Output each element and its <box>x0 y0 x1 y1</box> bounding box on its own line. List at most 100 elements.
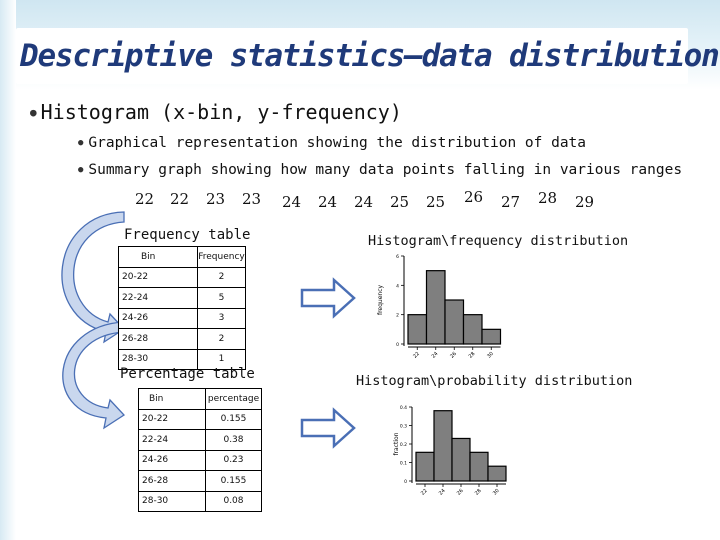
bin-cell: 22-24 <box>118 287 198 309</box>
histogram-bar <box>433 410 453 482</box>
histogram-bar <box>462 314 483 345</box>
table-row: 20-22 0.155 <box>138 408 262 430</box>
data-value: 23 <box>242 190 262 208</box>
sub-bullet-text: Summary graph showing how many data poin… <box>88 162 683 178</box>
data-value: 25 <box>426 193 446 211</box>
x-tick-label: 26 <box>456 488 465 497</box>
value-cell: 5 <box>197 287 246 309</box>
data-value: 24 <box>318 193 338 211</box>
bin-cell: 26-28 <box>118 328 198 350</box>
curved-arrow-lower <box>62 321 126 430</box>
bin-cell: 20-22 <box>138 408 206 430</box>
sub-bullet-text: Graphical representation showing the dis… <box>88 135 587 151</box>
side-background <box>0 0 16 540</box>
y-tick-label: 0.3 <box>400 424 407 430</box>
right-arrow-icon <box>300 277 356 319</box>
histogram-bar <box>451 437 471 482</box>
data-value: 26 <box>464 188 484 206</box>
probability-histogram-title: Histogram\probability distribution <box>356 373 633 389</box>
bin-cell: 24-26 <box>138 449 206 471</box>
data-value: 28 <box>538 189 558 207</box>
probability-histogram: 0 0.1 0.2 0.3 0.4 22 24 26 28 30 fraction <box>393 405 507 497</box>
histogram-bar <box>469 451 489 482</box>
bullet-icon: ● <box>78 165 84 175</box>
table-row: 28-30 0.08 <box>138 490 262 512</box>
bin-cell: 20-22 <box>118 266 198 288</box>
x-tick-label: 26 <box>449 351 458 360</box>
x-tick-label: 22 <box>420 488 429 497</box>
slide-title: Descriptive statistics—data distribution <box>20 38 720 74</box>
header-cell: Frequency <box>197 246 246 268</box>
data-value: 29 <box>575 193 595 211</box>
value-cell: 1 <box>197 348 246 370</box>
table-row: 22-24 5 <box>118 287 246 309</box>
bullet-icon: ● <box>78 138 84 148</box>
percentage-table-title: Percentage table <box>120 366 255 382</box>
table-header-row: Bin percentage <box>138 388 262 410</box>
bullet-icon: ● <box>30 106 37 119</box>
y-tick-label: 0.1 <box>400 461 407 467</box>
value-cell: 2 <box>197 328 246 350</box>
header-cell: Bin <box>138 388 206 410</box>
histogram-bar <box>487 465 507 482</box>
value-cell: 0.155 <box>205 408 262 430</box>
x-tick-label: 30 <box>492 488 501 497</box>
data-value: 23 <box>206 190 226 208</box>
y-tick-label: 0.4 <box>400 405 407 411</box>
table-row: 26-28 2 <box>118 328 246 350</box>
histogram-bar <box>407 314 428 345</box>
main-bullet-text: Histogram (x-bin, y-frequency) <box>40 100 402 124</box>
value-cell: 3 <box>197 307 246 329</box>
bin-cell: 28-30 <box>138 490 206 512</box>
table-row: 24-26 3 <box>118 307 246 329</box>
x-tick-label: 22 <box>412 351 421 360</box>
histogram-bar <box>444 299 465 345</box>
table-row: 22-24 0.38 <box>138 429 262 451</box>
table-row: 26-28 0.155 <box>138 470 262 492</box>
y-tick-label: 6 <box>396 254 399 260</box>
data-value: 24 <box>354 193 374 211</box>
x-tick-label: 24 <box>431 351 440 360</box>
main-bullet: ● Histogram (x-bin, y-frequency) <box>30 100 402 124</box>
y-tick-label: 0 <box>396 342 399 348</box>
x-tick-label: 24 <box>438 488 447 497</box>
sub-bullet-1: ● Graphical representation showing the di… <box>78 135 586 151</box>
x-tick-label: 28 <box>468 351 477 360</box>
title-box <box>16 28 688 84</box>
histogram-bar <box>481 328 502 345</box>
y-tick-label: 2 <box>396 313 399 319</box>
y-tick-label: 0 <box>404 479 407 485</box>
header-cell: percentage <box>205 388 262 410</box>
data-values-row: 22 22 23 23 24 24 24 25 25 26 27 28 29 <box>128 188 608 226</box>
table-row: 24-26 0.23 <box>138 449 262 471</box>
y-axis-label: fraction <box>393 432 400 455</box>
histogram-bar <box>425 270 446 345</box>
data-value: 27 <box>501 193 521 211</box>
table-header-row: Bin Frequency <box>118 246 246 268</box>
data-value: 22 <box>170 190 190 208</box>
sub-bullet-2: ● Summary graph showing how many data poi… <box>78 162 682 178</box>
value-cell: 0.38 <box>205 429 262 451</box>
value-cell: 0.08 <box>205 490 262 512</box>
frequency-histogram-title: Histogram\frequency distribution <box>368 233 629 249</box>
table-row: 20-22 2 <box>118 266 246 288</box>
bin-cell: 22-24 <box>138 429 206 451</box>
value-cell: 0.23 <box>205 449 262 471</box>
header-cell: Bin <box>118 246 198 268</box>
data-value: 24 <box>282 193 302 211</box>
data-value: 22 <box>135 190 155 208</box>
data-value: 25 <box>390 193 410 211</box>
bin-cell: 26-28 <box>138 470 206 492</box>
frequency-table: Bin Frequency 20-22 2 22-24 5 24-26 3 26-28… <box>118 246 246 370</box>
x-tick-label: 28 <box>474 488 483 497</box>
histogram-bar <box>415 451 435 482</box>
value-cell: 2 <box>197 266 246 288</box>
bin-cell: 24-26 <box>118 307 198 329</box>
y-axis-label: frequency <box>377 285 384 316</box>
y-tick-label: 4 <box>396 283 399 289</box>
y-tick-label: 0.2 <box>400 442 407 448</box>
right-arrow-icon <box>300 407 356 449</box>
table-row: 28-30 1 <box>118 348 246 370</box>
